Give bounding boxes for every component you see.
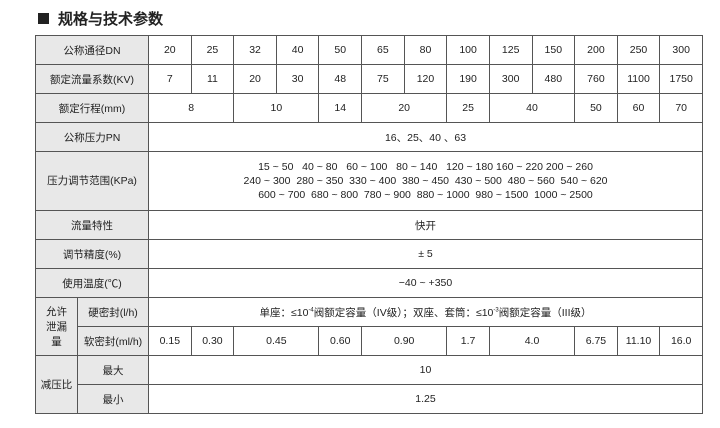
- cell: 25: [446, 93, 490, 123]
- row-kv: 额定流量系数(KV) 7 11 20 30 48 75 120 190 300 480 760 1100…: [34, 64, 703, 94]
- cell: 16、25、40 、63: [148, 122, 703, 152]
- row-pn: 公称压力PN 16、25、40 、63: [34, 122, 703, 152]
- cell: ± 5: [148, 239, 703, 269]
- cell: 快开: [148, 210, 703, 240]
- cell: 6.75: [574, 326, 618, 356]
- row-temp: 使用温度(℃) −40 ~ +350: [34, 268, 703, 298]
- cell: 150: [531, 35, 576, 65]
- cell: 20: [148, 35, 192, 65]
- cell: 200: [574, 35, 618, 65]
- row-label: 硬密封(l/h): [76, 297, 150, 327]
- cell: 70: [659, 93, 703, 123]
- text: 阀额定容量（IV级）；双座、套筒：≤10: [313, 306, 494, 319]
- cell: 65: [361, 35, 405, 65]
- text: 单座：≤10: [259, 306, 309, 319]
- row-accuracy: 调节精度(%) ± 5: [34, 239, 703, 269]
- cell: 0.30: [190, 326, 235, 356]
- square-bullet-icon: [38, 13, 49, 24]
- row-label: 调节精度(%): [34, 239, 150, 269]
- cell: 0.60: [318, 326, 363, 356]
- row-label: 最小: [76, 384, 150, 414]
- cell: 40: [275, 35, 320, 65]
- cell: 7: [148, 64, 192, 94]
- cell: 10: [233, 93, 320, 123]
- exponent: -4: [308, 307, 314, 313]
- cell: 1750: [659, 64, 703, 94]
- cell: 300: [488, 64, 533, 94]
- row-label: 使用温度(℃): [34, 268, 150, 298]
- row-range: 压力调节范围(KPa) 15 ~ 50 40 ~ 80 60 ~ 100 80 ~…: [34, 151, 703, 211]
- cell: 190: [446, 64, 490, 94]
- cell: 11: [190, 64, 235, 94]
- cell: 760: [574, 64, 618, 94]
- cell: 0.45: [233, 326, 320, 356]
- section-title: 规格与技术参数: [38, 8, 163, 29]
- range-line: 600 ~ 700 680 ~ 800 780 ~ 900 880 ~ 1000…: [258, 189, 593, 201]
- cell: 50: [574, 93, 618, 123]
- cell: −40 ~ +350: [148, 268, 703, 298]
- cell: 100: [446, 35, 490, 65]
- row-label: 最大: [76, 355, 150, 385]
- row-label: 软密封(ml/h): [76, 326, 150, 356]
- cell: 25: [190, 35, 235, 65]
- cell: 20: [233, 64, 277, 94]
- cell: 1.25: [148, 384, 703, 414]
- cell: 80: [403, 35, 448, 65]
- cell: 8: [148, 93, 235, 123]
- row-label: 额定流量系数(KV): [34, 64, 150, 94]
- row-leak-hard: 允许泄漏量 硬密封(l/h) 单座：≤10-4阀额定容量（IV级）；双座、套筒：≤1…: [35, 297, 703, 356]
- cell: 16.0: [659, 326, 703, 356]
- cell: 125: [488, 35, 533, 65]
- cell: 14: [318, 93, 363, 123]
- cell: 50: [318, 35, 363, 65]
- cell: 250: [616, 35, 661, 65]
- cell: 30: [275, 64, 320, 94]
- cell: 48: [318, 64, 363, 94]
- cell: 300: [659, 35, 703, 65]
- cell: 1.7: [446, 326, 490, 356]
- range-line: 15 ~ 50 40 ~ 80 60 ~ 100 80 ~ 140 120 ~ …: [258, 161, 593, 173]
- group-label: 允许泄漏量: [35, 297, 78, 356]
- cell: 60: [616, 93, 661, 123]
- cell: 32: [233, 35, 277, 65]
- row-dn: 公称通径DN 20 25 32 40 50 65 80 100 125 150 200 250 300: [34, 35, 703, 65]
- group-label: 减压比: [35, 355, 78, 414]
- cell: 11.10: [616, 326, 661, 356]
- cell: 480: [531, 64, 576, 94]
- row-label: 压力调节范围(KPa): [34, 151, 150, 211]
- cell: 120: [403, 64, 448, 94]
- cell: 0.90: [361, 326, 448, 356]
- cell: 4.0: [488, 326, 576, 356]
- row-label: 额定行程(mm): [34, 93, 150, 123]
- row-label: 流量特性: [34, 210, 150, 240]
- row-flow: 流量特性 快开: [34, 210, 703, 240]
- cell: 15 ~ 50 40 ~ 80 60 ~ 100 80 ~ 140 120 ~ …: [148, 151, 703, 211]
- row-label: 公称通径DN: [34, 35, 150, 65]
- row-label: 公称压力PN: [34, 122, 150, 152]
- cell: 单座：≤10-4阀额定容量（IV级）；双座、套筒：≤10-3阀额定容量（III级…: [148, 297, 703, 327]
- exponent: -3: [493, 307, 499, 313]
- cell: 40: [488, 93, 576, 123]
- row-ratio-min: 最小 1.25: [36, 384, 703, 414]
- cell: 0.15: [148, 326, 192, 356]
- cell: 1100: [616, 64, 661, 94]
- cell: 75: [361, 64, 405, 94]
- spec-table: 公称通径DN 20 25 32 40 50 65 80 100 125 150 200 250 300 额…: [34, 35, 703, 414]
- row-stroke: 额定行程(mm) 8 10 14 20 25 40 50 60 70: [34, 93, 703, 123]
- cell: 10: [148, 355, 703, 385]
- row-ratio-max: 减压比 最大 10: [35, 355, 703, 414]
- text: 阀额定容量（III级）: [498, 306, 592, 319]
- cell: 20: [361, 93, 448, 123]
- range-line: 240 ~ 300 280 ~ 350 330 ~ 400 380 ~ 450 …: [243, 175, 608, 187]
- row-leak-soft: 软密封(ml/h) 0.15 0.30 0.45 0.60 0.90 1.7 4.0 6.75 1…: [36, 326, 703, 356]
